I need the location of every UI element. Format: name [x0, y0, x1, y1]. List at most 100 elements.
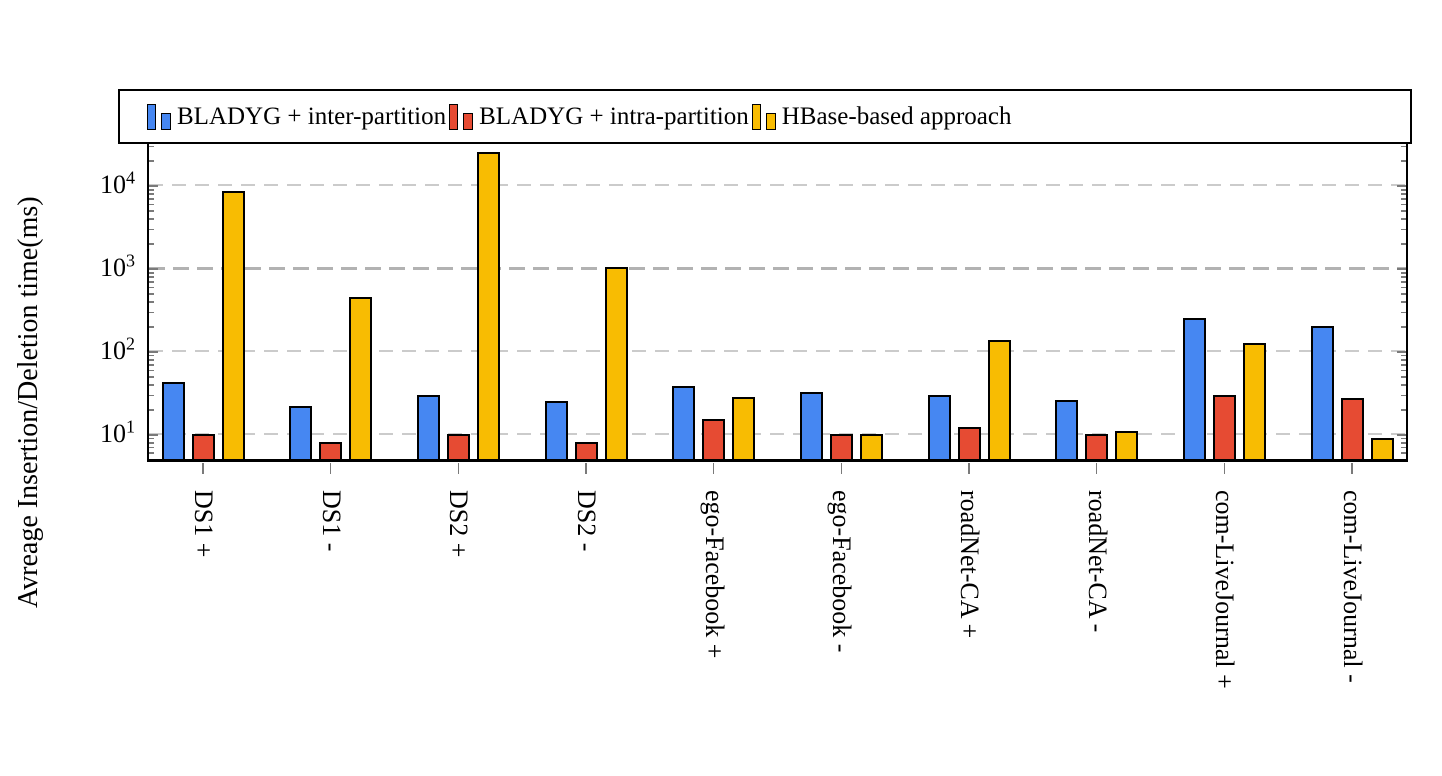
y-axis-tick	[1401, 437, 1406, 440]
bar-DS1 --HBase-based approach	[349, 297, 373, 461]
y-axis-tick	[1401, 442, 1406, 444]
legend-item: HBase-based approach	[751, 102, 1012, 131]
y-tick-label: 101	[100, 416, 135, 449]
y-axis-tick	[149, 434, 158, 436]
y-axis-tick	[1401, 369, 1406, 372]
y-axis-tick	[1401, 293, 1406, 295]
y-axis-tick	[149, 437, 154, 440]
y-axis-tick	[149, 293, 154, 295]
y-axis-tick	[149, 384, 154, 386]
y-axis-tick	[1401, 193, 1406, 195]
bar-ego-Facebook +-BLADYG + inter-partition	[672, 386, 696, 461]
y-axis-tick	[1401, 326, 1406, 328]
bar-roadNet-CA +-BLADYG + intra-partition	[957, 427, 981, 461]
y-axis-tick	[1401, 145, 1406, 148]
bar-ego-Facebook --HBase-based approach	[859, 434, 883, 461]
bar-DS2 --HBase-based approach	[604, 266, 628, 461]
x-axis-tick	[585, 463, 587, 474]
x-tick-label: DS2 -	[572, 490, 601, 552]
y-axis-tick	[1401, 364, 1406, 366]
y-axis-tick	[1401, 243, 1406, 245]
x-tick-label: DS2 +	[444, 490, 474, 558]
legend-swatch-bar	[161, 112, 171, 130]
x-tick-label: roadNet-CA +	[955, 490, 984, 639]
bar-roadNet-CA --BLADYG + intra-partition	[1085, 434, 1109, 461]
y-axis-tick	[1401, 286, 1406, 289]
y-axis-tick	[1401, 409, 1406, 411]
y-tick-label: 103	[100, 250, 135, 283]
bar-ego-Facebook +-HBase-based approach	[732, 396, 756, 461]
x-tick-label: DS1 -	[316, 490, 346, 552]
legend-swatch-bar	[147, 103, 156, 130]
y-axis-tick	[149, 326, 154, 328]
y-axis-tick	[1401, 446, 1406, 449]
y-axis-tick	[1401, 394, 1406, 396]
y-axis-tick	[1397, 434, 1406, 436]
y-axis-tick	[149, 185, 158, 187]
legend-swatch-bar	[449, 103, 459, 130]
gridline	[149, 433, 1406, 436]
y-axis-tick	[1397, 185, 1406, 187]
y-axis-tick	[149, 409, 154, 411]
y-axis-tick	[1401, 301, 1406, 303]
y-axis-tick	[149, 193, 154, 195]
bar-com-LiveJournal --BLADYG + intra-partition	[1340, 398, 1364, 461]
y-axis-tick	[1401, 272, 1406, 274]
legend-swatch-bar	[463, 112, 474, 130]
legend-swatch	[449, 103, 474, 131]
bar-com-LiveJournal +-BLADYG + intra-partition	[1212, 394, 1236, 461]
y-axis-tick	[1401, 376, 1406, 378]
x-axis-tick	[1095, 463, 1098, 474]
y-axis-tick	[149, 243, 154, 245]
legend-item: BLADYG + intra-partition	[449, 103, 749, 131]
y-axis-tick	[149, 198, 154, 200]
x-axis-tick	[968, 463, 970, 474]
y-tick-label: 104	[100, 167, 135, 200]
legend-item: BLADYG + inter-partition	[147, 103, 446, 131]
legend-swatch-bar	[765, 112, 776, 130]
bar-com-LiveJournal +-HBase-based approach	[1242, 343, 1266, 461]
y-axis-tick	[1397, 268, 1406, 270]
bar-roadNet-CA +-HBase-based approach	[987, 340, 1011, 461]
y-axis-tick	[1401, 198, 1406, 200]
y-axis-tick	[149, 351, 158, 353]
axis-frame-right	[1406, 144, 1408, 462]
y-axis-tick	[149, 446, 154, 449]
y-axis-tick	[149, 376, 154, 378]
y-axis-tick	[1401, 452, 1406, 454]
y-axis-tick	[149, 311, 154, 314]
gridline	[149, 184, 1406, 187]
y-axis-tick	[149, 228, 154, 231]
y-axis-tick	[1401, 276, 1406, 278]
y-tick-label: 102	[100, 333, 135, 366]
x-tick-label: com-LiveJournal +	[1210, 490, 1240, 689]
y-axis-tick	[149, 442, 154, 444]
bar-DS1 +-BLADYG + inter-partition	[161, 382, 185, 461]
bar-ego-Facebook --BLADYG + inter-partition	[799, 392, 823, 461]
y-axis-tick	[149, 210, 154, 212]
gridline	[149, 350, 1406, 353]
y-axis-tick	[149, 145, 154, 148]
bar-ego-Facebook --BLADYG + intra-partition	[829, 434, 853, 461]
y-axis-tick	[1401, 354, 1406, 357]
y-axis-tick	[1401, 281, 1406, 283]
bar-ego-Facebook +-BLADYG + intra-partition	[702, 419, 726, 461]
x-tick-label: ego-Facebook -	[827, 490, 857, 653]
x-axis-tick	[457, 463, 460, 474]
x-axis-tick	[712, 463, 715, 474]
y-axis-tick	[149, 272, 154, 274]
bar-DS2 --BLADYG + inter-partition	[544, 401, 568, 461]
y-axis-tick	[1401, 189, 1406, 191]
y-axis-tick	[149, 354, 154, 357]
bar-DS1 +-BLADYG + intra-partition	[191, 434, 215, 461]
y-axis-tick	[149, 286, 154, 289]
legend-swatch-bar	[751, 103, 761, 130]
x-axis-tick	[840, 463, 843, 474]
y-axis-tick	[149, 218, 154, 220]
y-axis-tick	[149, 276, 154, 278]
y-axis-tick	[1401, 228, 1406, 231]
bar-com-LiveJournal +-BLADYG + inter-partition	[1182, 318, 1206, 461]
legend-label: BLADYG + inter-partition	[177, 102, 447, 130]
legend-label: HBase-based approach	[781, 102, 1012, 130]
